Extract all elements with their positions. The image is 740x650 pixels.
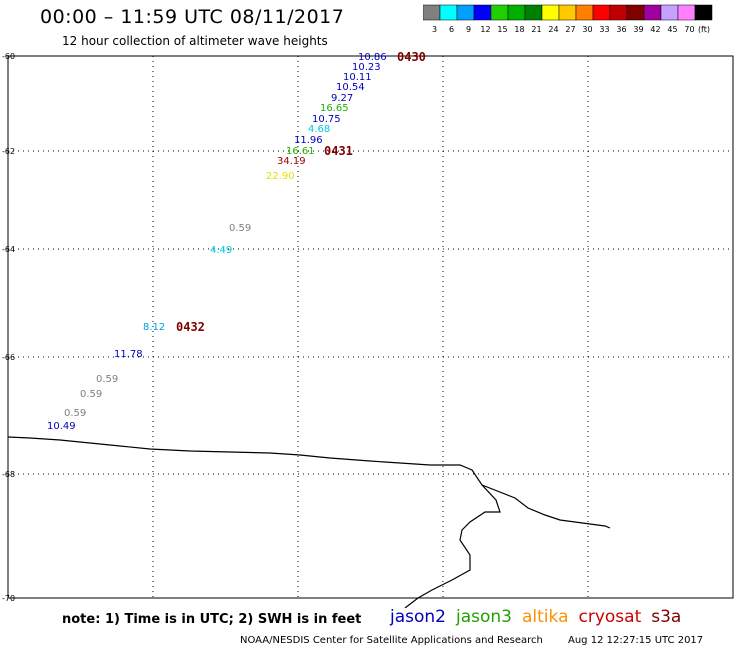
legend-altika: altika	[522, 607, 569, 627]
wave-height-label: 10.49	[47, 421, 76, 432]
wave-height-label: 9.27	[331, 93, 353, 104]
latitude-tick-label: -68	[2, 470, 15, 479]
latitude-tick-label: -66	[2, 353, 15, 362]
colorbar-tick-label: 30	[582, 25, 592, 34]
wave-height-label: 8.12	[143, 322, 165, 333]
latitude-tick-label: -70	[2, 594, 15, 603]
wave-height-label: 22.90	[266, 171, 295, 182]
colorbar-tick-label: 12	[480, 25, 490, 34]
time-marker-label: 0432	[176, 320, 205, 334]
colorbar-tick-label: 6	[449, 25, 454, 34]
legend-cryosat: cryosat	[578, 607, 642, 627]
wave-height-label: 4.49	[210, 245, 232, 256]
wave-height-label: 0.59	[64, 408, 86, 419]
wave-height-label: 0.59	[96, 374, 118, 385]
colorbar-tick-label: 27	[565, 25, 575, 34]
wave-height-label: 10.54	[336, 82, 365, 93]
credit-line: NOAA/NESDIS Center for Satellite Applica…	[240, 635, 543, 646]
colorbar-tick-label: 21	[531, 25, 541, 34]
colorbar-tick-label: 33	[599, 25, 609, 34]
map-frame	[7, 55, 734, 599]
latitude-tick-label: -62	[2, 147, 15, 156]
wave-height-label: 10.75	[312, 114, 341, 125]
coastline-inlet	[481, 484, 611, 529]
legend-s3a: s3a	[651, 607, 682, 627]
satellite-legend: jason2 jason3 altika cryosat s3a	[390, 607, 691, 627]
time-marker-label: 0431	[324, 144, 353, 158]
wave-height-label: 10.86	[358, 52, 387, 63]
graticule	[7, 55, 734, 599]
colorbar-tick-label: 24	[548, 25, 558, 34]
map-plot: 10.8610.2310.1110.549.2716.6510.754.6811…	[2, 50, 734, 608]
page-subtitle: 12 hour collection of altimeter wave hei…	[62, 34, 328, 48]
wave-height-colorbar: 3 6 9 12 15 18 21 24 27 30 33 36 39 42 45 70 (ft)	[423, 4, 713, 34]
wave-height-label: 16.65	[320, 103, 349, 114]
colorbar-tick-label: 39	[633, 25, 643, 34]
wave-height-label: 10.11	[343, 72, 372, 83]
wave-height-label: 16.61	[286, 146, 315, 157]
legend-jason3: jason3	[456, 607, 512, 627]
wave-height-label: 11.78	[114, 349, 143, 360]
colorbar-swatch	[694, 4, 713, 21]
colorbar-tick-label: 18	[514, 25, 524, 34]
colorbar-tick-label: 36	[616, 25, 626, 34]
observation-layer: 10.8610.2310.1110.549.2716.6510.754.6811…	[47, 50, 426, 432]
latitude-tick-label: -60	[2, 52, 15, 61]
time-marker-label: 0430	[397, 50, 426, 64]
colorbar-tick-label: 3	[432, 25, 437, 34]
colorbar-tick-label: 42	[650, 25, 660, 34]
legend-jason2: jason2	[390, 607, 446, 627]
wave-height-label: 10.23	[352, 62, 381, 73]
generation-timestamp: Aug 12 12:27:15 UTC 2017	[568, 635, 704, 646]
colorbar-tick-label: 45	[667, 25, 677, 34]
wave-height-label: 11.96	[294, 135, 323, 146]
footer-note: note: 1) Time is in UTC; 2) SWH is in fe…	[62, 612, 362, 627]
wave-height-label: 34.19	[277, 156, 306, 167]
latitude-tick-label: -64	[2, 245, 15, 254]
colorbar-unit: (ft)	[698, 25, 710, 34]
coastline	[7, 436, 501, 608]
wave-height-label: 0.59	[80, 389, 102, 400]
wave-height-label: 0.59	[229, 223, 251, 234]
colorbar-tick-label: 15	[497, 25, 507, 34]
colorbar-tick-label: 9	[466, 25, 471, 34]
colorbar-tick-label: 70	[684, 25, 694, 34]
wave-height-label: 4.68	[308, 124, 330, 135]
axis-tick-labels: -60-62-64-66-68-70606366697275	[2, 52, 15, 603]
page-title: 00:00 – 11:59 UTC 08/11/2017	[40, 6, 345, 28]
